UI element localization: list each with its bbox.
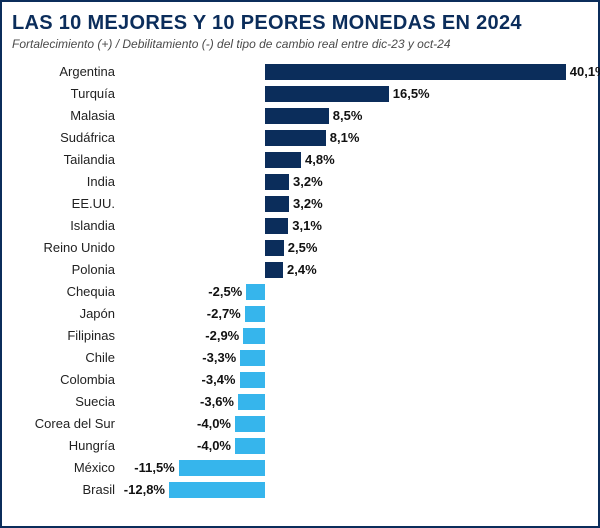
chart-title: LAS 10 MEJORES Y 10 PEORES MONEDAS EN 20… [12,12,588,35]
category-label: Filipinas [20,325,115,347]
bar-row: Chile -3,3% [20,347,580,369]
category-label: Tailandia [20,149,115,171]
bar-row: Hungría -4,0% [20,435,580,457]
bar-row: Polonia 2,4% [20,259,580,281]
bar-row: Corea del Sur -4,0% [20,413,580,435]
category-label: Turquía [20,83,115,105]
bar-row: Tailandia 4,8% [20,149,580,171]
bar-row: Suecia -3,6% [20,391,580,413]
value-label: -2,7% [207,303,241,325]
bar-positive [265,86,389,102]
bar-row: India 3,2% [20,171,580,193]
bar-row: Colombia -3,4% [20,369,580,391]
chart-frame: LAS 10 MEJORES Y 10 PEORES MONEDAS EN 20… [0,0,600,528]
bar-row: Turquía 16,5% [20,83,580,105]
value-label: 3,2% [293,171,323,193]
category-label: Corea del Sur [20,413,115,435]
category-label: Suecia [20,391,115,413]
bar-chart: Argentina40,1%Turquía16,5%Malasia8,5%Sud… [20,61,580,511]
value-label: -4,0% [197,413,231,435]
bar-negative [169,482,265,498]
value-label: -2,9% [205,325,239,347]
bar-row: Reino Unido 2,5% [20,237,580,259]
category-label: Reino Unido [20,237,115,259]
bar-negative [179,460,265,476]
value-label: 3,2% [293,193,323,215]
value-label: 8,1% [330,127,360,149]
category-label: India [20,171,115,193]
bar-negative [235,416,265,432]
value-label: -3,4% [202,369,236,391]
category-label: Brasil [20,479,115,501]
value-label: 40,1% [570,61,600,83]
bar-negative [238,394,265,410]
bar-row: Sudáfrica 8,1% [20,127,580,149]
value-label: -11,5% [134,457,174,479]
category-label: Islandia [20,215,115,237]
value-label: -3,6% [200,391,234,413]
bar-row: EE.UU. 3,2% [20,193,580,215]
bar-negative [246,284,265,300]
category-label: Chile [20,347,115,369]
value-label: 8,5% [333,105,363,127]
category-label: Argentina [20,61,115,83]
bar-row: México -11,5% [20,457,580,479]
bar-positive [265,152,301,168]
bar-row: Chequia -2,5% [20,281,580,303]
bar-row: Japón -2,7% [20,303,580,325]
bar-row: Filipinas -2,9% [20,325,580,347]
value-label: 2,4% [287,259,317,281]
bar-negative [240,350,265,366]
bar-positive [265,196,289,212]
category-label: EE.UU. [20,193,115,215]
bar-positive [265,262,283,278]
category-label: Colombia [20,369,115,391]
category-label: Chequia [20,281,115,303]
bar-negative [235,438,265,454]
category-label: Malasia [20,105,115,127]
value-label: -3,3% [202,347,236,369]
bar-row: Islandia 3,1% [20,215,580,237]
category-label: Polonia [20,259,115,281]
category-label: Sudáfrica [20,127,115,149]
bar-positive [265,130,326,146]
category-label: Japón [20,303,115,325]
bar-negative [240,372,266,388]
value-label: 16,5% [393,83,430,105]
bar-positive [265,108,329,124]
category-label: México [20,457,115,479]
bar-positive [265,218,288,234]
bar-negative [243,328,265,344]
bar-positive [265,64,566,80]
bar-row: Brasil -12,8% [20,479,580,501]
value-label: -4,0% [197,435,231,457]
bar-negative [245,306,265,322]
value-label: -12,8% [124,479,165,501]
bar-positive [265,174,289,190]
bar-positive [265,240,284,256]
value-label: 4,8% [305,149,335,171]
bar-row: Malasia 8,5% [20,105,580,127]
value-label: 3,1% [292,215,322,237]
value-label: 2,5% [288,237,318,259]
bar-row: Argentina40,1% [20,61,580,83]
value-label: -2,5% [208,281,242,303]
category-label: Hungría [20,435,115,457]
chart-subtitle: Fortalecimiento (+) / Debilitamiento (-)… [12,37,588,51]
